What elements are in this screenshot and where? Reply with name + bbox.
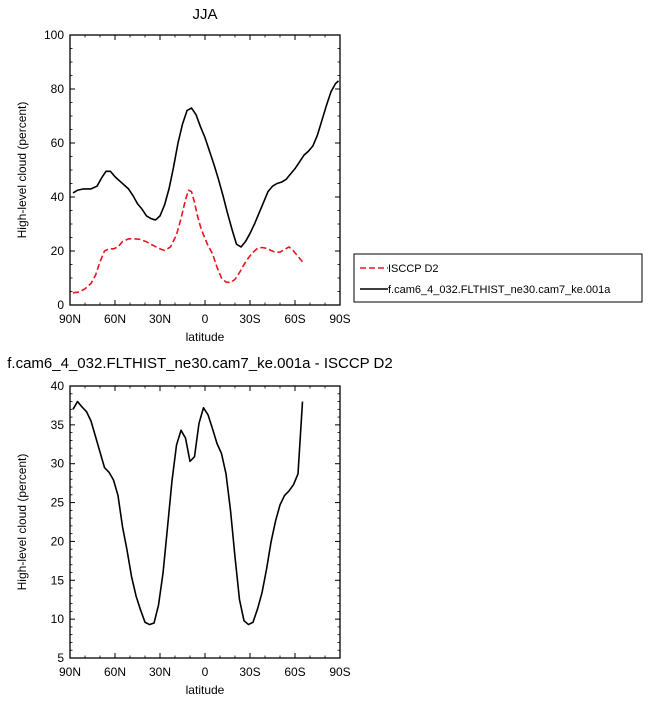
x-tick-label: 30N [149,312,171,326]
x-tick-label: 60N [104,665,126,679]
series-line-0 [72,189,304,294]
x-axis-label: latitude [186,330,225,344]
legend-label-0: ISCCP D2 [388,263,439,275]
x-tick-label: 30S [239,665,260,679]
x-tick-label: 60N [104,312,126,326]
x-tick-label: 30N [149,665,171,679]
series-line-0 [72,400,304,626]
y-axis-label: High-level cloud (percent) [15,454,29,591]
y-tick-label: 20 [51,534,65,548]
x-tick-label: 90S [329,665,350,679]
x-tick-label: 60S [284,665,305,679]
x-axis-label: latitude [186,683,225,697]
plot-frame [69,385,341,659]
x-tick-label: 90N [59,312,81,326]
y-tick-label: 0 [57,298,64,312]
y-tick-label: 10 [51,612,65,626]
x-tick-label: 0 [202,312,209,326]
chart-title: JJA [192,6,217,23]
y-axis-label: High-level cloud (percent) [15,102,29,239]
y-tick-label: 40 [51,379,65,393]
x-tick-label: 0 [202,665,209,679]
legend-label-1: f.cam6_4_032.FLTHIST_ne30.cam7_ke.001a [388,284,611,296]
series-line-1 [72,80,340,248]
x-tick-label: 90N [59,665,81,679]
x-tick-label: 30S [239,312,260,326]
y-tick-label: 100 [44,28,64,42]
bottom-chart: f.cam6_4_032.FLTHIST_ne30.cam7_ke.001a -… [7,355,392,697]
x-tick-label: 90S [329,312,350,326]
plot-frame [69,34,341,306]
y-tick-label: 40 [51,190,65,204]
y-tick-label: 60 [51,136,65,150]
y-tick-label: 80 [51,82,65,96]
y-tick-label: 5 [57,651,64,665]
y-tick-label: 15 [51,573,65,587]
chart-title: f.cam6_4_032.FLTHIST_ne30.cam7_ke.001a -… [7,355,392,372]
y-tick-label: 35 [51,418,65,432]
x-tick-label: 60S [284,312,305,326]
top-chart: JJA 90N 60N 30N 0 30S 60S 90S 0 20 40 60 80 100 latitu… [15,6,643,344]
y-tick-label: 30 [51,457,65,471]
y-tick-label: 25 [51,496,65,510]
y-tick-label: 20 [51,244,65,258]
legend-box [353,253,643,303]
